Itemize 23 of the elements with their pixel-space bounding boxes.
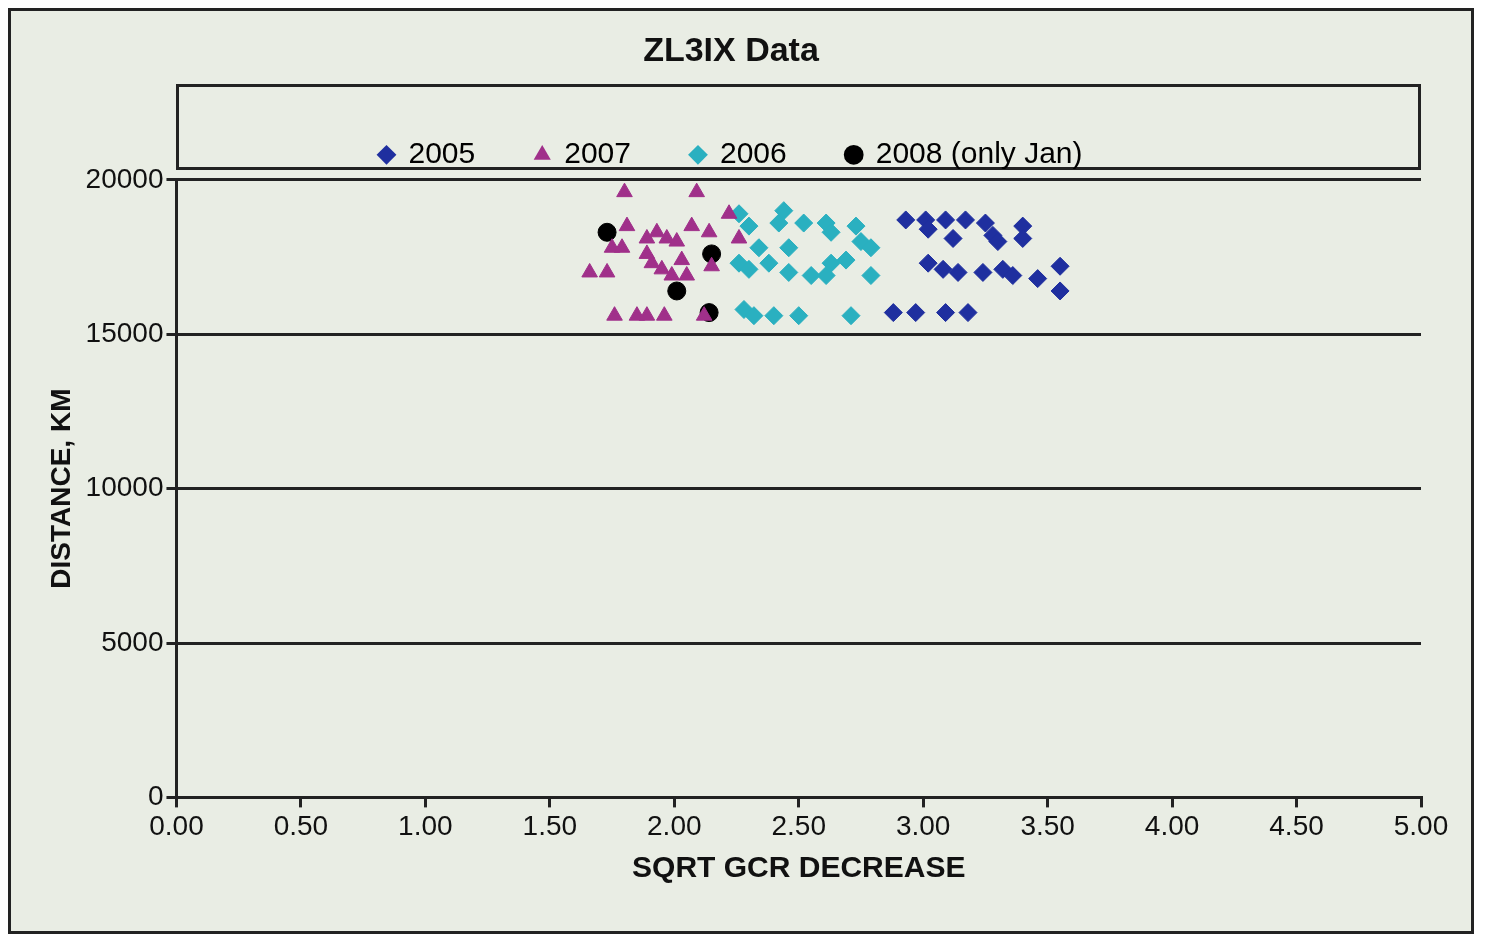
legend-label: 2007 [564, 136, 631, 170]
y-tick-label: 10000 [85, 471, 164, 503]
x-tick-label: 1.50 [522, 809, 578, 841]
x-tick-label: 4.00 [1144, 809, 1200, 841]
chart-title: ZL3IX Data [643, 29, 820, 68]
y-tick-label: 15000 [85, 316, 164, 348]
y-axis-title: DISTANCE, KM [44, 388, 76, 589]
y-tick-label: 5000 [101, 625, 164, 657]
legend-label: 2006 [719, 136, 787, 170]
x-tick-label: 2.50 [771, 809, 826, 841]
x-tick-label: 4.50 [1269, 809, 1324, 841]
legend-label: 2005 [408, 136, 476, 170]
x-tick-label: 1.00 [398, 809, 453, 841]
x-tick-label: 5.00 [1393, 809, 1449, 841]
y-tick-label: 0 [147, 780, 164, 812]
x-tick-label: 3.50 [1020, 809, 1075, 841]
x-tick-label: 0.50 [273, 809, 329, 841]
x-tick-label: 3.00 [895, 809, 951, 841]
legend-label: 2008 (only Jan) [875, 136, 1083, 170]
x-axis-title: SQRT GCR DECREASE [632, 850, 966, 884]
x-tick-label: 2.00 [647, 809, 702, 841]
y-tick-label: 20000 [85, 162, 164, 194]
x-tick-label: 0.00 [149, 809, 204, 841]
